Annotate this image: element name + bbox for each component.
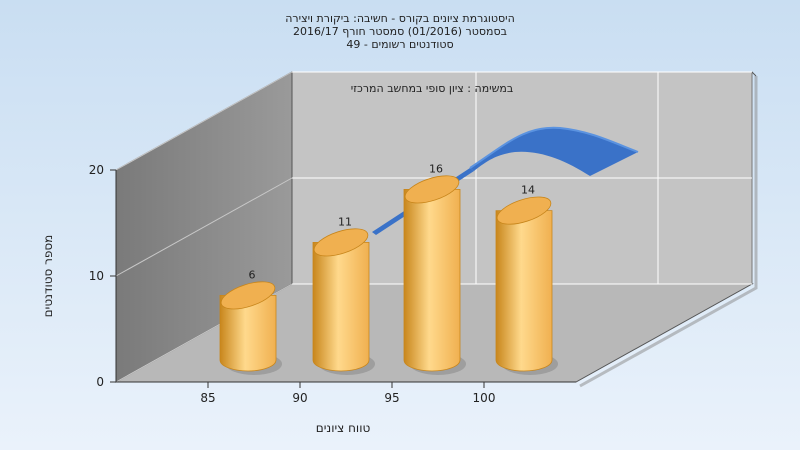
x-tick-label: 90 xyxy=(292,391,307,405)
bar-top xyxy=(313,228,369,257)
bar-body xyxy=(403,189,461,372)
bar-value-label: 16 xyxy=(429,162,443,175)
chart-title-line-2: בסמסטר (01/2016) סמסטר חורף 2016/17 xyxy=(293,25,507,38)
y-tick-label: 0 xyxy=(96,375,104,389)
back-wall-shadow-right xyxy=(751,71,757,77)
bar-top xyxy=(220,281,276,310)
bar-value-label: 6 xyxy=(249,268,256,281)
grid-line-side xyxy=(115,71,293,171)
y-axis: 0 10 20 xyxy=(89,163,117,389)
bar-body xyxy=(312,242,370,372)
bar-value-label: 14 xyxy=(521,184,535,197)
bar-value-label: 11 xyxy=(338,215,352,228)
bar-85: 6 xyxy=(219,268,282,375)
trend-ribbon-edge xyxy=(469,126,639,169)
y-tick-label: 10 xyxy=(89,269,104,283)
bar-top xyxy=(496,196,552,225)
trend-ribbon-upper xyxy=(470,127,638,176)
x-tick-label: 100 xyxy=(473,391,496,405)
chart-title-line-1: היסטוגרמת ציונים בקורס - חשיבה: ביקורת ו… xyxy=(285,12,515,25)
x-tick-label: 85 xyxy=(200,391,215,405)
bars: 6 11 16 14 xyxy=(219,162,558,375)
bar-body xyxy=(219,295,277,372)
bar-top xyxy=(404,175,460,204)
y-axis-label: מספר סטודנטים xyxy=(41,235,55,318)
bar-body xyxy=(495,210,553,372)
x-tick-label: 95 xyxy=(384,391,399,405)
x-axis-label: טווח ציונים xyxy=(316,421,371,435)
chart-subtitle: במשימה : ציון סופי במחשב המרכזי xyxy=(351,82,514,95)
x-axis: 85 90 95 100 xyxy=(116,381,576,405)
bar-95: 16 xyxy=(403,162,466,375)
y-tick-label: 20 xyxy=(89,163,104,177)
bar-90: 11 xyxy=(312,215,375,375)
box-shadow xyxy=(579,76,758,388)
chart-title-line-3: סטודנטים רשומים - 49 xyxy=(346,38,453,51)
bar-100: 14 xyxy=(495,184,558,375)
grid-line-side xyxy=(115,177,293,277)
